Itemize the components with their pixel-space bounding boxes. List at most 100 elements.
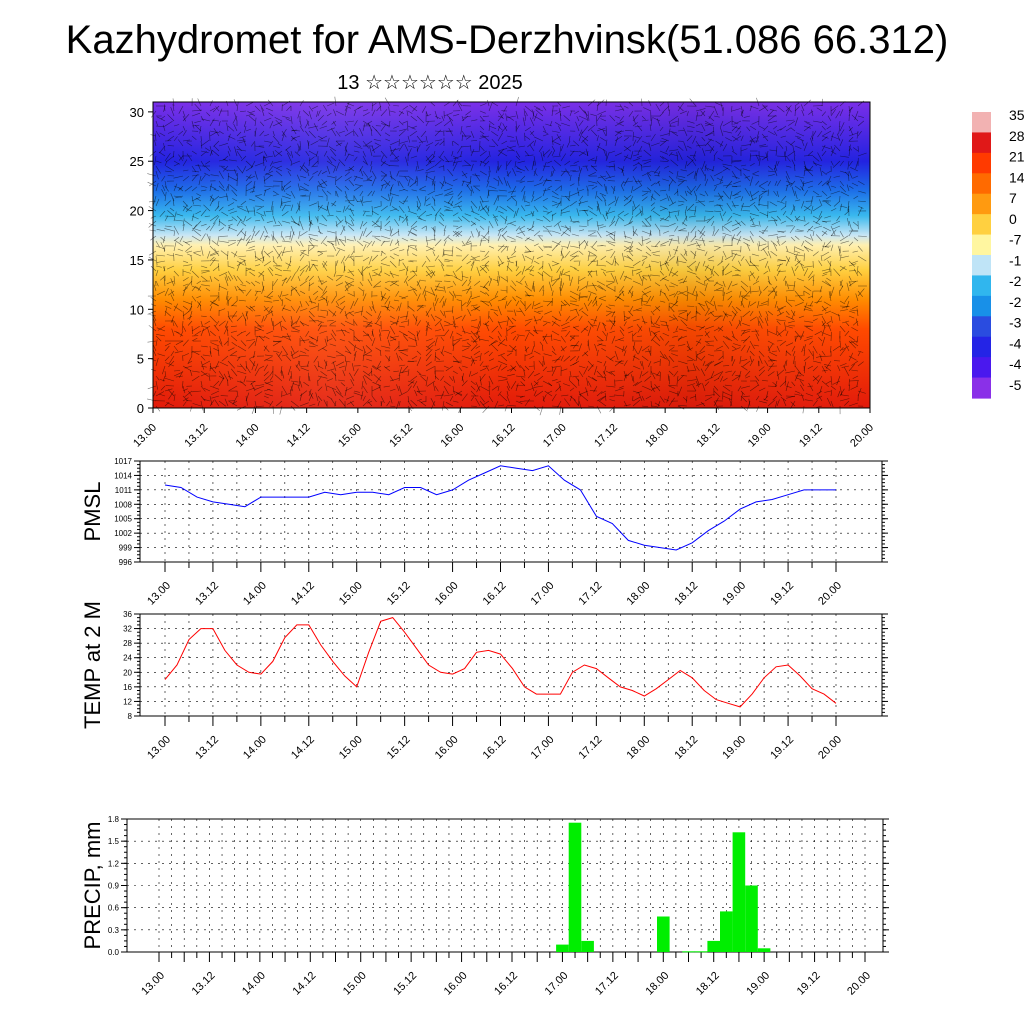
wind-barb [758,220,761,227]
wind-barb [792,350,796,357]
wind-barb [272,215,277,225]
wind-barb [205,287,211,292]
wind-barb [443,380,451,387]
wind-barb [344,204,350,212]
wind-barb [812,251,819,257]
wind-barb [812,360,822,364]
wind-barb [287,152,292,162]
wind-barb [583,365,589,375]
wind-barb [254,105,261,112]
wind-barb [353,130,359,137]
wind-barb [295,315,301,325]
wind-barb [551,275,553,283]
wind-barb [704,164,707,172]
wind-barb [398,175,408,177]
wind-barb [839,203,843,212]
wind-barb [322,104,328,112]
wind-barb [668,384,679,387]
wind-barb [425,170,436,174]
wind-barb [515,335,519,342]
wind-barb [182,325,187,332]
wind-barb [713,270,720,277]
wind-barb [648,274,652,282]
wind-barb [283,270,292,272]
wind-barb [308,282,315,287]
wind-barb [213,380,220,387]
wind-barb [173,242,177,252]
wind-barb [236,356,241,362]
wind-barb [605,185,608,195]
wind-barb [797,219,805,222]
colorbar-label: 21 [1009,149,1024,165]
wind-barb [202,354,211,357]
wind-barb [587,157,595,162]
wind-barb [470,261,475,272]
wind-barb [578,129,583,137]
wind-barb [373,205,382,209]
wind-barb [650,117,653,127]
wind-barb [290,330,300,333]
wind-barb [317,275,323,286]
wind-barb [481,134,490,142]
wind-barb [461,243,472,247]
wind-barb [407,230,417,236]
wind-barb [222,165,229,172]
wind-barb [497,234,502,242]
wind-barb [729,190,733,200]
wind-barb [762,225,769,235]
wind-barb [241,221,247,227]
wind-barb [659,189,667,192]
wind-barb [275,170,283,177]
wind-barb [290,350,294,359]
wind-barb [264,170,274,176]
wind-barb [200,328,205,337]
wind-barb [392,153,400,162]
wind-barb [614,136,619,147]
wind-barb [389,338,397,342]
wind-barb [328,309,337,317]
wind-barb [533,385,544,388]
wind-barb [822,130,832,137]
wind-barb [371,145,380,152]
wind-barb [227,375,234,379]
wind-barb [452,162,458,172]
wind-barb [603,149,607,157]
wind-barb [427,265,436,268]
wind-barb [632,395,634,402]
wind-barb [338,379,346,382]
wind-barb [791,266,796,277]
wind-barb [299,231,308,237]
wind-barb [197,300,202,309]
wind-barb [353,353,357,362]
wind-barb [650,370,656,380]
wind-barb [641,192,649,197]
wind-barb [542,165,550,167]
wind-barb [332,310,337,317]
wind-barb [488,385,490,396]
wind-barb [209,365,217,374]
wind-barb [776,390,782,397]
wind-barb [441,264,445,272]
wind-barb [710,370,715,379]
wind-barb [726,202,733,212]
wind-barb [371,235,381,237]
wind-barb [474,305,481,311]
wind-barb [631,290,634,298]
wind-barb [677,180,685,187]
wind-barb [812,220,821,225]
wind-barb [198,175,202,186]
wind-barb [349,310,355,314]
wind-barb [543,353,553,357]
wind-barb [228,159,238,162]
wind-barb [479,160,487,165]
wind-barb [325,383,328,392]
wind-barb [800,263,805,272]
wind-barb [623,213,629,217]
wind-barb [313,355,319,363]
wind-barb [420,375,427,382]
wind-barb [385,138,391,142]
wind-barb [833,175,841,178]
wind-barb [650,142,660,147]
wind-barb [263,175,266,185]
wind-barb [834,144,841,152]
